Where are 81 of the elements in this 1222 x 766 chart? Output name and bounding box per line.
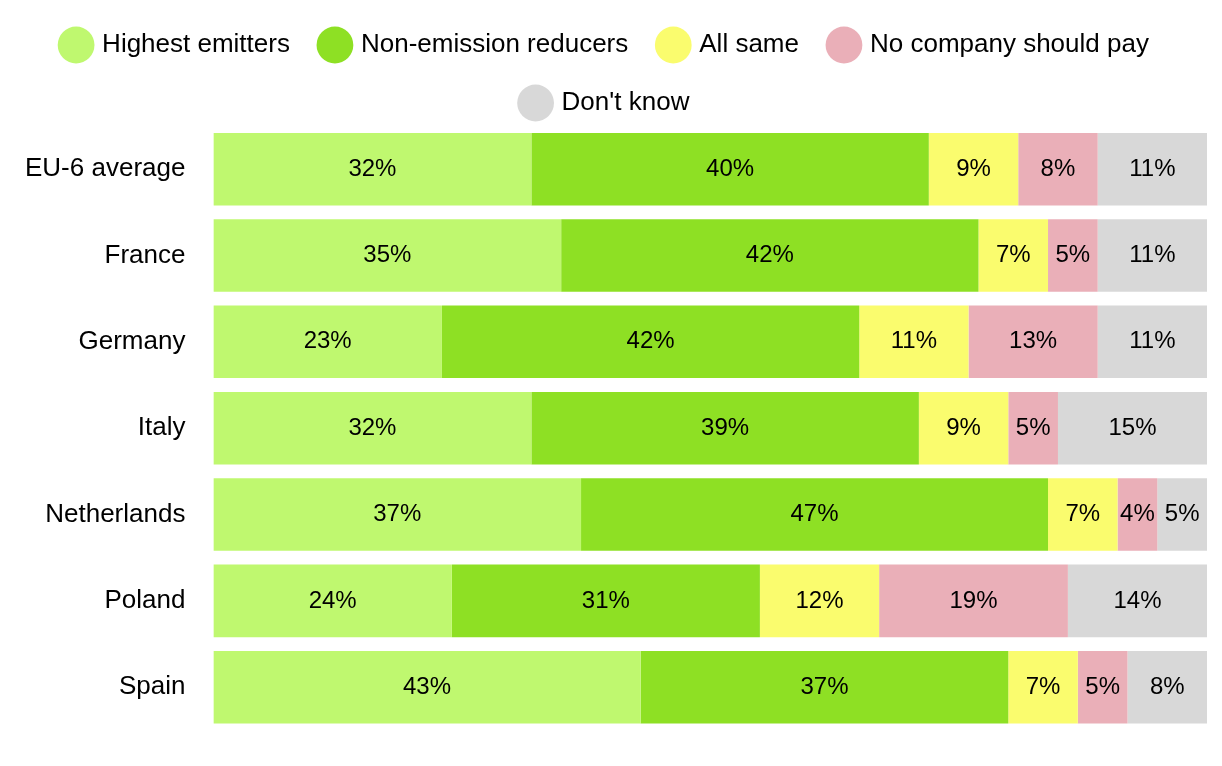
bar [1018,132,1098,206]
bar [1097,305,1207,379]
data-label: 42% [626,326,675,354]
bar [1097,219,1207,292]
bar [918,391,1009,465]
bar [640,650,1009,724]
data-label: 37% [800,671,849,699]
bar [1008,650,1078,724]
bar [581,478,1049,551]
bar [859,305,969,379]
bar [213,564,452,638]
data-label: 15% [1108,412,1157,440]
data-label: 32% [348,153,397,181]
data-label: 19% [949,585,998,613]
legend-label: Highest emitters [102,28,290,59]
bar [1077,650,1128,724]
bar [1097,132,1207,206]
data-label: 9% [956,153,991,181]
data-label: 35% [363,240,412,268]
bar [1057,391,1207,465]
bar [879,564,1068,638]
data-label: 12% [795,585,844,613]
y-tick-label: EU-6 average [25,152,186,183]
bar [213,650,641,724]
bar [759,564,880,638]
data-label: 5% [1085,671,1121,699]
bar [1048,478,1118,551]
data-label: 40% [706,153,755,181]
bar [213,219,562,292]
bar [1067,564,1207,638]
data-label: 31% [581,585,630,613]
data-label: 5% [1015,412,1051,440]
data-label: 11% [890,326,938,354]
bar [531,391,919,465]
data-label: 39% [701,412,750,440]
bar [968,305,1098,379]
y-tick-label: Netherlands [45,497,186,528]
data-label: 24% [308,585,357,613]
data-label: 8% [1040,153,1076,181]
bar [531,132,929,206]
data-label: 32% [348,412,397,440]
y-tick-label: Italy [137,411,186,442]
data-label: 42% [745,240,794,268]
bar [213,305,442,379]
data-label: 11% [1129,326,1176,354]
bar [213,132,532,206]
bar [928,132,1019,206]
data-label: 43% [403,671,452,699]
bar [451,564,760,638]
data-label: 11% [1129,153,1176,181]
bar [1127,650,1207,724]
bar [213,478,582,551]
bar [441,305,860,379]
bar [213,391,532,465]
legend-label: No company should pay [869,28,1149,59]
bar [561,219,979,292]
y-tick-label: Spain [118,670,186,701]
data-label: 47% [790,499,839,527]
bar [978,219,1049,292]
data-label: 5% [1164,499,1200,527]
y-tick-label: Poland [104,584,186,615]
legend-label: Don't know [561,86,690,117]
data-label: 7% [1065,499,1101,527]
data-label: 14% [1113,585,1162,613]
legend-label: Non-emission reducers [360,28,629,59]
legend-label: All same [699,28,799,59]
data-label: 5% [1055,240,1091,268]
data-label: 13% [1009,326,1058,354]
data-label: 4% [1120,499,1155,527]
data-label: 37% [373,499,422,527]
bar [1008,391,1058,465]
data-label: 11% [1129,240,1176,268]
data-label: 7% [1025,671,1061,699]
data-label: 23% [303,326,352,354]
data-label: 8% [1149,671,1185,699]
y-tick-label: Germany [78,325,186,356]
bar [1048,219,1098,292]
data-label: 9% [946,412,981,440]
y-tick-label: France [104,238,186,269]
data-label: 7% [995,240,1031,268]
bar [1157,478,1207,551]
